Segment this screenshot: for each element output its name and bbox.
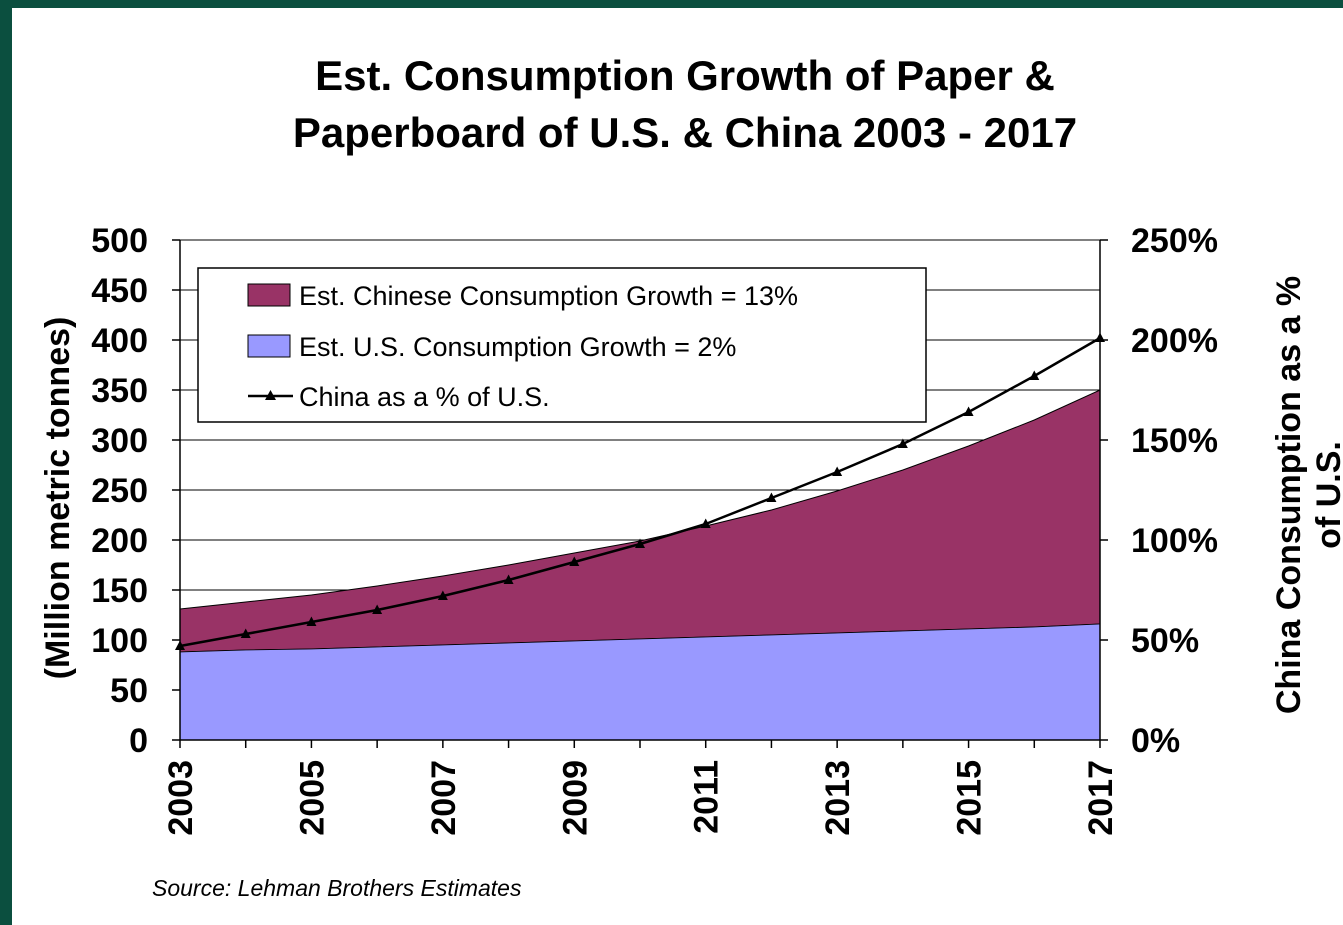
x-tick-label: 2011 [688,760,726,834]
y2-tick-label: 150% [1131,422,1218,460]
y2-tick-label: 250% [1131,222,1218,260]
x-tick-label: 2015 [951,760,989,836]
legend-triangle-marker [265,390,276,400]
y2-tick-label: 100% [1131,522,1218,560]
axes [172,239,1108,748]
x-tick-labels: 2003 2005 2007 2009 2011 2013 2015 2017 [162,760,1120,836]
x-tick-label: 2003 [162,760,200,836]
ratio-marker [832,466,843,476]
ratio-marker [897,438,908,448]
y2-axis-title-line-2: of U.S. [1310,441,1343,549]
x-tick-label: 2013 [819,760,857,836]
y-tick-label: 400 [91,322,148,360]
y-tick-label: 250 [91,472,148,510]
ratio-marker [1029,370,1040,380]
area-series [179,389,1101,740]
y-tick-labels: 0 50 100 150 200 250 300 350 400 450 500 [91,222,148,760]
y2-tick-labels: 0% 50% 100% 150% 200% 250% [1131,222,1218,760]
ratio-marker [503,574,514,584]
ratio-marker [306,616,317,626]
legend-swatch-china [247,283,291,307]
chart-title-line-1: Est. Consumption Growth of Paper & [315,52,1055,99]
legend-label-china: Est. Chinese Consumption Growth = 13% [299,281,798,311]
y-tick-label: 200 [91,522,148,560]
x-tick-label: 2005 [293,760,331,836]
x-tick-label: 2007 [425,760,463,836]
chart-svg: Est. Consumption Growth of Paper & Paper… [39,52,1343,901]
chart-frame: Est. Consumption Growth of Paper & Paper… [12,8,1343,925]
ratio-marker [372,604,383,614]
y-tick-label: 450 [91,272,148,310]
ratio-marker [700,518,711,528]
legend-box [197,267,927,423]
chart-title-line-2: Paperboard of U.S. & China 2003 - 2017 [293,109,1077,156]
ratio-marker [635,538,645,548]
y-tick-label: 50 [110,672,148,710]
legend: Est. Chinese Consumption Growth = 13% Es… [197,267,927,423]
y2-axis-title-line-1: China Consumption as a % [1270,276,1308,714]
x-tick-label: 2009 [556,760,594,836]
y-tick-label: 150 [91,572,148,610]
ratio-marker [569,556,580,566]
y-tick-label: 350 [91,372,148,410]
y-axis-title: (Million metric tonnes) [39,317,77,680]
ratio-marker [240,628,251,638]
y2-tick-label: 50% [1131,622,1199,660]
area-china [179,389,1101,653]
y-tick-label: 100 [91,622,148,660]
y2-tick-label: 0% [1131,722,1180,760]
ratio-marker [766,492,777,502]
y-tick-label: 0 [129,722,148,760]
y-tick-label: 500 [91,222,148,260]
ratio-marker [963,406,974,416]
x-tick-label: 2017 [1082,760,1120,836]
y2-tick-label: 200% [1131,322,1218,360]
source-note: Source: Lehman Brothers Estimates [152,875,522,901]
legend-label-ratio: China as a % of U.S. [299,382,550,412]
legend-label-us: Est. U.S. Consumption Growth = 2% [299,332,736,362]
legend-swatch-us [247,334,291,358]
ratio-marker [437,590,448,600]
area-us [180,624,1100,740]
y-tick-label: 300 [91,422,148,460]
area-us-edge [179,623,1101,653]
